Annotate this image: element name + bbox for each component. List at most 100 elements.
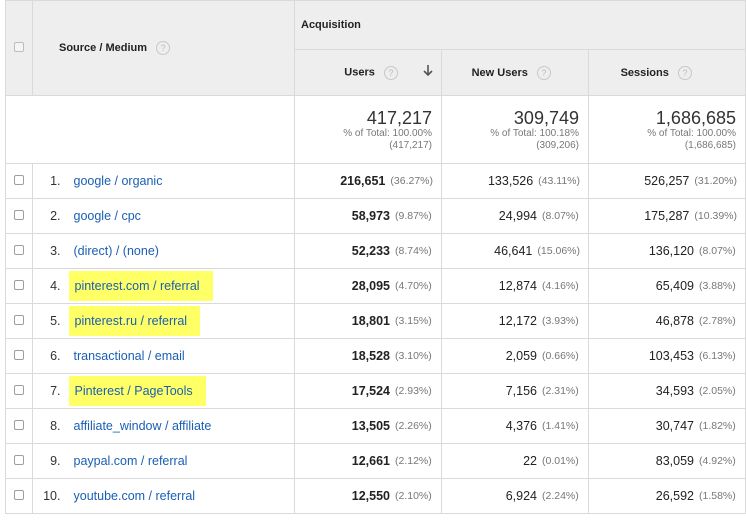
new-users-value: 46,641 [494, 244, 533, 258]
row-checkbox[interactable] [14, 455, 24, 465]
table-row: 9. paypal.com / referral 12,661 (2.12%) 2… [5, 443, 746, 479]
users-value: 58,973 [351, 209, 390, 223]
users-pct: (36.27%) [390, 175, 433, 187]
table-row: 4. pinterest.com / referral 28,095 (4.70%… [5, 268, 746, 304]
table-row: 8. affiliate_window / affiliate 13,505 (2… [5, 408, 746, 444]
users-total-cell: 417,217 % of Total: 100.00% (417,217) [294, 95, 442, 164]
users-cell: 18,528 (3.10%) [294, 338, 442, 374]
source-medium-link[interactable]: youtube.com / referral [73, 489, 196, 503]
sessions-pct: (10.39%) [694, 210, 737, 222]
new-users-pct: (43.11%) [538, 175, 580, 187]
users-pct: (2.26%) [395, 420, 432, 432]
users-pct: (2.93%) [395, 385, 432, 397]
row-checkbox[interactable] [14, 490, 24, 500]
users-pct: (3.10%) [395, 350, 432, 362]
row-source-cell: google / organic [68, 163, 295, 199]
users-cell: 52,233 (8.74%) [294, 233, 442, 269]
row-source-cell: Pinterest / PageTools [68, 373, 295, 409]
row-checkbox[interactable] [14, 175, 24, 185]
new-users-pct: (15.06%) [537, 245, 580, 257]
users-value: 13,505 [351, 419, 390, 433]
new-users-column-header[interactable]: New Users ? [441, 49, 589, 96]
users-pct: (9.87%) [395, 210, 432, 222]
table-row: 6. transactional / email 18,528 (3.10%) 2… [5, 338, 746, 374]
users-pct: (2.10%) [395, 490, 432, 502]
users-value: 18,528 [351, 349, 390, 363]
row-checkbox[interactable] [14, 245, 24, 255]
sessions-pct: (3.88%) [699, 280, 736, 292]
new-users-cell: 22 (0.01%) [441, 443, 589, 479]
table-row: 10. youtube.com / referral 12,550 (2.10%)… [5, 478, 746, 514]
new-users-pct: (2.24%) [542, 490, 579, 502]
row-source-cell: (direct) / (none) [68, 233, 295, 269]
select-all-checkbox[interactable] [14, 41, 24, 52]
sessions-cell: 526,257 (31.20%) [588, 163, 746, 199]
row-checkbox-cell [5, 443, 33, 479]
new-users-value: 2,059 [505, 349, 537, 363]
row-checkbox[interactable] [14, 315, 24, 325]
row-checkbox-cell [5, 408, 33, 444]
row-checkbox[interactable] [14, 350, 24, 360]
users-value: 52,233 [351, 244, 390, 258]
row-index-cell: 7. [32, 373, 69, 409]
users-cell: 18,801 (3.15%) [294, 303, 442, 339]
row-checkbox-cell [5, 233, 33, 269]
sessions-value: 26,592 [655, 489, 694, 503]
row-checkbox[interactable] [14, 210, 24, 220]
table-row: 2. google / cpc 58,973 (9.87%) 24,994 (8.0… [5, 198, 746, 234]
row-source-cell: pinterest.com / referral [68, 268, 295, 304]
sessions-column-header[interactable]: Sessions ? [588, 49, 746, 96]
new-users-cell: 46,641 (15.06%) [441, 233, 589, 269]
new-users-cell: 24,994 (8.07%) [441, 198, 589, 234]
new-users-total-value: 309,749 [513, 108, 579, 128]
sessions-value: 65,409 [655, 279, 694, 293]
row-index: 9. [50, 454, 61, 468]
source-medium-link[interactable]: google / organic [73, 174, 163, 188]
source-medium-link[interactable]: pinterest.ru / referral [68, 306, 201, 336]
table-row: 3. (direct) / (none) 52,233 (8.74%) 46,64… [5, 233, 746, 269]
sessions-value: 30,747 [655, 419, 694, 433]
sessions-pct: (1.82%) [699, 420, 736, 432]
sessions-cell: 46,878 (2.78%) [588, 303, 746, 339]
new-users-value: 22 [523, 454, 537, 468]
row-checkbox-cell [5, 268, 33, 304]
arrow-down-icon[interactable] [423, 65, 433, 80]
new-users-value: 7,156 [505, 384, 537, 398]
sessions-pct: (8.07%) [699, 245, 736, 257]
users-cell: 17,524 (2.93%) [294, 373, 442, 409]
table-row: 5. pinterest.ru / referral 18,801 (3.15%)… [5, 303, 746, 339]
new-users-pct: (2.31%) [542, 385, 579, 397]
users-pct: (3.15%) [395, 315, 432, 327]
question-circle-icon[interactable]: ? [383, 65, 398, 80]
row-source-cell: google / cpc [68, 198, 295, 234]
source-medium-header[interactable]: Source / Medium ? [32, 0, 295, 96]
question-circle-icon[interactable]: ? [536, 65, 551, 80]
users-value: 18,801 [351, 314, 390, 328]
source-medium-link[interactable]: Pinterest / PageTools [68, 376, 206, 406]
sessions-cell: 83,059 (4.92%) [588, 443, 746, 479]
row-checkbox[interactable] [14, 385, 24, 395]
users-pct: (8.74%) [395, 245, 432, 257]
sessions-total-abs: (1,686,685) [684, 140, 736, 151]
users-total-value: 417,217 [366, 108, 432, 128]
source-medium-link[interactable]: (direct) / (none) [73, 244, 159, 258]
sessions-cell: 34,593 (2.05%) [588, 373, 746, 409]
source-medium-link[interactable]: affiliate_window / affiliate [73, 419, 212, 433]
sessions-value: 46,878 [655, 314, 694, 328]
source-medium-link[interactable]: paypal.com / referral [73, 454, 188, 468]
users-pct: (2.12%) [395, 455, 432, 467]
source-medium-link[interactable]: transactional / email [73, 349, 185, 363]
source-medium-link[interactable]: google / cpc [73, 209, 141, 223]
row-checkbox[interactable] [14, 420, 24, 430]
question-circle-icon[interactable]: ? [677, 65, 692, 80]
source-medium-link[interactable]: pinterest.com / referral [68, 271, 213, 301]
row-checkbox[interactable] [14, 280, 24, 290]
row-index: 2. [50, 209, 61, 223]
users-column-header[interactable]: Users ? [294, 49, 442, 96]
new-users-value: 4,376 [505, 419, 537, 433]
question-circle-icon[interactable]: ? [156, 41, 171, 55]
new-users-cell: 2,059 (0.66%) [441, 338, 589, 374]
new-users-value: 133,526 [487, 174, 534, 188]
users-value: 17,524 [351, 384, 390, 398]
